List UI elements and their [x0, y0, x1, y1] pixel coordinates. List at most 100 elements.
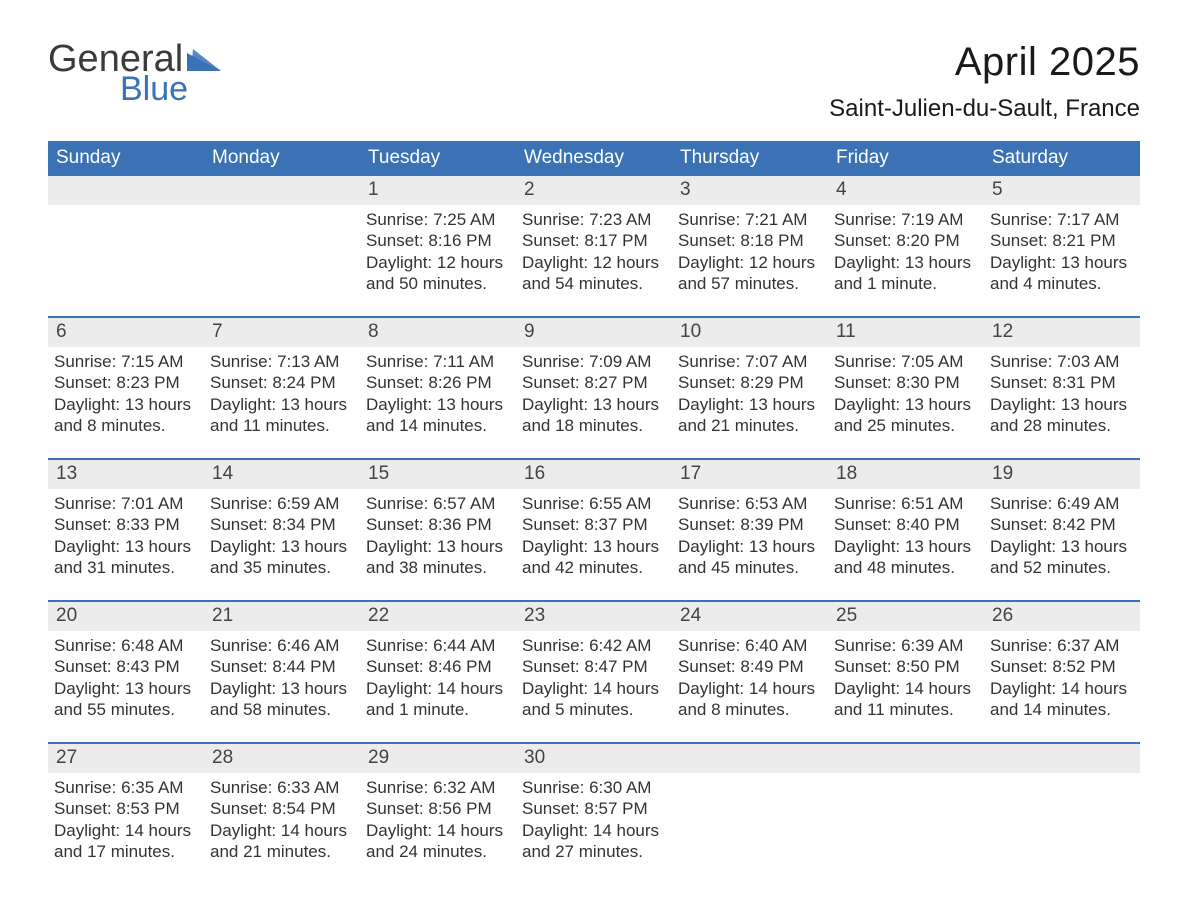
day-body-row: Sunrise: 7:25 AMSunset: 8:16 PMDaylight:…: [48, 205, 1140, 302]
sunrise-value: 7:23 AM: [589, 210, 651, 229]
daylight-value-1: 13 hours: [905, 537, 971, 556]
sunrise-line: Sunrise: 7:09 AM: [522, 351, 664, 372]
sunset-line: Sunset: 8:17 PM: [522, 230, 664, 251]
calendar-week: 27282930Sunrise: 6:35 AMSunset: 8:53 PMD…: [48, 742, 1140, 870]
sunset-value: 8:43 PM: [116, 657, 179, 676]
daylight-line-1: Daylight: 13 hours: [990, 536, 1132, 557]
sunrise-value: 6:30 AM: [589, 778, 651, 797]
daylight-value-1: 12 hours: [437, 253, 503, 272]
sunrise-line: Sunrise: 7:23 AM: [522, 209, 664, 230]
sunrise-value: 7:19 AM: [901, 210, 963, 229]
sunset-value: 8:49 PM: [740, 657, 803, 676]
day-number: [828, 744, 984, 773]
daylight-line-1: Daylight: 14 hours: [990, 678, 1132, 699]
sunrise-line: Sunrise: 7:03 AM: [990, 351, 1132, 372]
day-cell: Sunrise: 7:25 AMSunset: 8:16 PMDaylight:…: [360, 205, 516, 302]
sunrise-value: 7:09 AM: [589, 352, 651, 371]
sunrise-line: Sunrise: 7:05 AM: [834, 351, 976, 372]
sunrise-line: Sunrise: 6:37 AM: [990, 635, 1132, 656]
daylight-line-1: Daylight: 13 hours: [366, 536, 508, 557]
day-cell: [984, 773, 1140, 870]
daylight-line-2: and 4 minutes.: [990, 273, 1132, 294]
day-number-row: 12345: [48, 176, 1140, 205]
day-number: 29: [360, 744, 516, 773]
daylight-value-1: 13 hours: [281, 537, 347, 556]
sunset-line: Sunset: 8:31 PM: [990, 372, 1132, 393]
day-cell: Sunrise: 7:19 AMSunset: 8:20 PMDaylight:…: [828, 205, 984, 302]
day-number: 9: [516, 318, 672, 347]
daylight-line-2: and 57 minutes.: [678, 273, 820, 294]
daylight-value-1: 14 hours: [1061, 679, 1127, 698]
sunrise-line: Sunrise: 6:42 AM: [522, 635, 664, 656]
sunset-value: 8:23 PM: [116, 373, 179, 392]
sunrise-value: 7:15 AM: [121, 352, 183, 371]
sunset-value: 8:29 PM: [740, 373, 803, 392]
sunrise-line: Sunrise: 7:01 AM: [54, 493, 196, 514]
day-cell: Sunrise: 7:23 AMSunset: 8:17 PMDaylight:…: [516, 205, 672, 302]
daylight-line-2: and 21 minutes.: [210, 841, 352, 862]
sunrise-value: 6:59 AM: [277, 494, 339, 513]
sunrise-line: Sunrise: 7:07 AM: [678, 351, 820, 372]
daylight-value-1: 14 hours: [125, 821, 191, 840]
day-body-row: Sunrise: 7:01 AMSunset: 8:33 PMDaylight:…: [48, 489, 1140, 586]
day-cell: Sunrise: 6:48 AMSunset: 8:43 PMDaylight:…: [48, 631, 204, 728]
daylight-line-2: and 58 minutes.: [210, 699, 352, 720]
sunset-line: Sunset: 8:49 PM: [678, 656, 820, 677]
sunrise-line: Sunrise: 6:44 AM: [366, 635, 508, 656]
sunset-value: 8:20 PM: [896, 231, 959, 250]
daylight-value-1: 14 hours: [437, 679, 503, 698]
daylight-line-1: Daylight: 12 hours: [678, 252, 820, 273]
sunset-value: 8:44 PM: [272, 657, 335, 676]
daylight-line-2: and 8 minutes.: [678, 699, 820, 720]
logo: General Blue: [48, 40, 221, 106]
sunrise-value: 6:42 AM: [589, 636, 651, 655]
sunset-value: 8:40 PM: [896, 515, 959, 534]
daylight-line-2: and 31 minutes.: [54, 557, 196, 578]
sunrise-value: 6:46 AM: [277, 636, 339, 655]
sunrise-line: Sunrise: 6:46 AM: [210, 635, 352, 656]
sunrise-value: 6:48 AM: [121, 636, 183, 655]
sunrise-value: 7:11 AM: [433, 352, 494, 371]
sunset-value: 8:16 PM: [428, 231, 491, 250]
daylight-value-1: 13 hours: [125, 537, 191, 556]
sunset-value: 8:39 PM: [740, 515, 803, 534]
daylight-line-2: and 24 minutes.: [366, 841, 508, 862]
day-number: [672, 744, 828, 773]
daylight-line-2: and 14 minutes.: [990, 699, 1132, 720]
day-cell: Sunrise: 7:05 AMSunset: 8:30 PMDaylight:…: [828, 347, 984, 444]
daylight-line-2: and 21 minutes.: [678, 415, 820, 436]
sunset-value: 8:54 PM: [272, 799, 335, 818]
sunrise-value: 6:33 AM: [277, 778, 339, 797]
day-number: [204, 176, 360, 205]
sunset-line: Sunset: 8:52 PM: [990, 656, 1132, 677]
sunrise-line: Sunrise: 7:21 AM: [678, 209, 820, 230]
daylight-line-2: and 11 minutes.: [210, 415, 352, 436]
day-number: 8: [360, 318, 516, 347]
day-number: [984, 744, 1140, 773]
day-number-row: 13141516171819: [48, 460, 1140, 489]
dow-cell: Monday: [204, 141, 360, 176]
daylight-value-1: 13 hours: [437, 395, 503, 414]
daylight-line-2: and 38 minutes.: [366, 557, 508, 578]
sunrise-line: Sunrise: 6:33 AM: [210, 777, 352, 798]
daylight-line-1: Daylight: 14 hours: [366, 820, 508, 841]
day-number: 24: [672, 602, 828, 631]
sunset-line: Sunset: 8:34 PM: [210, 514, 352, 535]
day-number: 27: [48, 744, 204, 773]
day-cell: Sunrise: 6:51 AMSunset: 8:40 PMDaylight:…: [828, 489, 984, 586]
sunset-line: Sunset: 8:53 PM: [54, 798, 196, 819]
sunrise-value: 6:35 AM: [121, 778, 183, 797]
day-cell: Sunrise: 7:17 AMSunset: 8:21 PMDaylight:…: [984, 205, 1140, 302]
sunrise-value: 6:55 AM: [589, 494, 651, 513]
day-number: 20: [48, 602, 204, 631]
daylight-line-2: and 8 minutes.: [54, 415, 196, 436]
calendar-week: 12345Sunrise: 7:25 AMSunset: 8:16 PMDayl…: [48, 176, 1140, 302]
day-cell: Sunrise: 6:33 AMSunset: 8:54 PMDaylight:…: [204, 773, 360, 870]
sunset-line: Sunset: 8:16 PM: [366, 230, 508, 251]
sunset-value: 8:31 PM: [1052, 373, 1115, 392]
day-cell: Sunrise: 7:07 AMSunset: 8:29 PMDaylight:…: [672, 347, 828, 444]
daylight-line-1: Daylight: 14 hours: [522, 678, 664, 699]
day-cell: Sunrise: 6:53 AMSunset: 8:39 PMDaylight:…: [672, 489, 828, 586]
sunset-line: Sunset: 8:21 PM: [990, 230, 1132, 251]
sunrise-line: Sunrise: 7:15 AM: [54, 351, 196, 372]
